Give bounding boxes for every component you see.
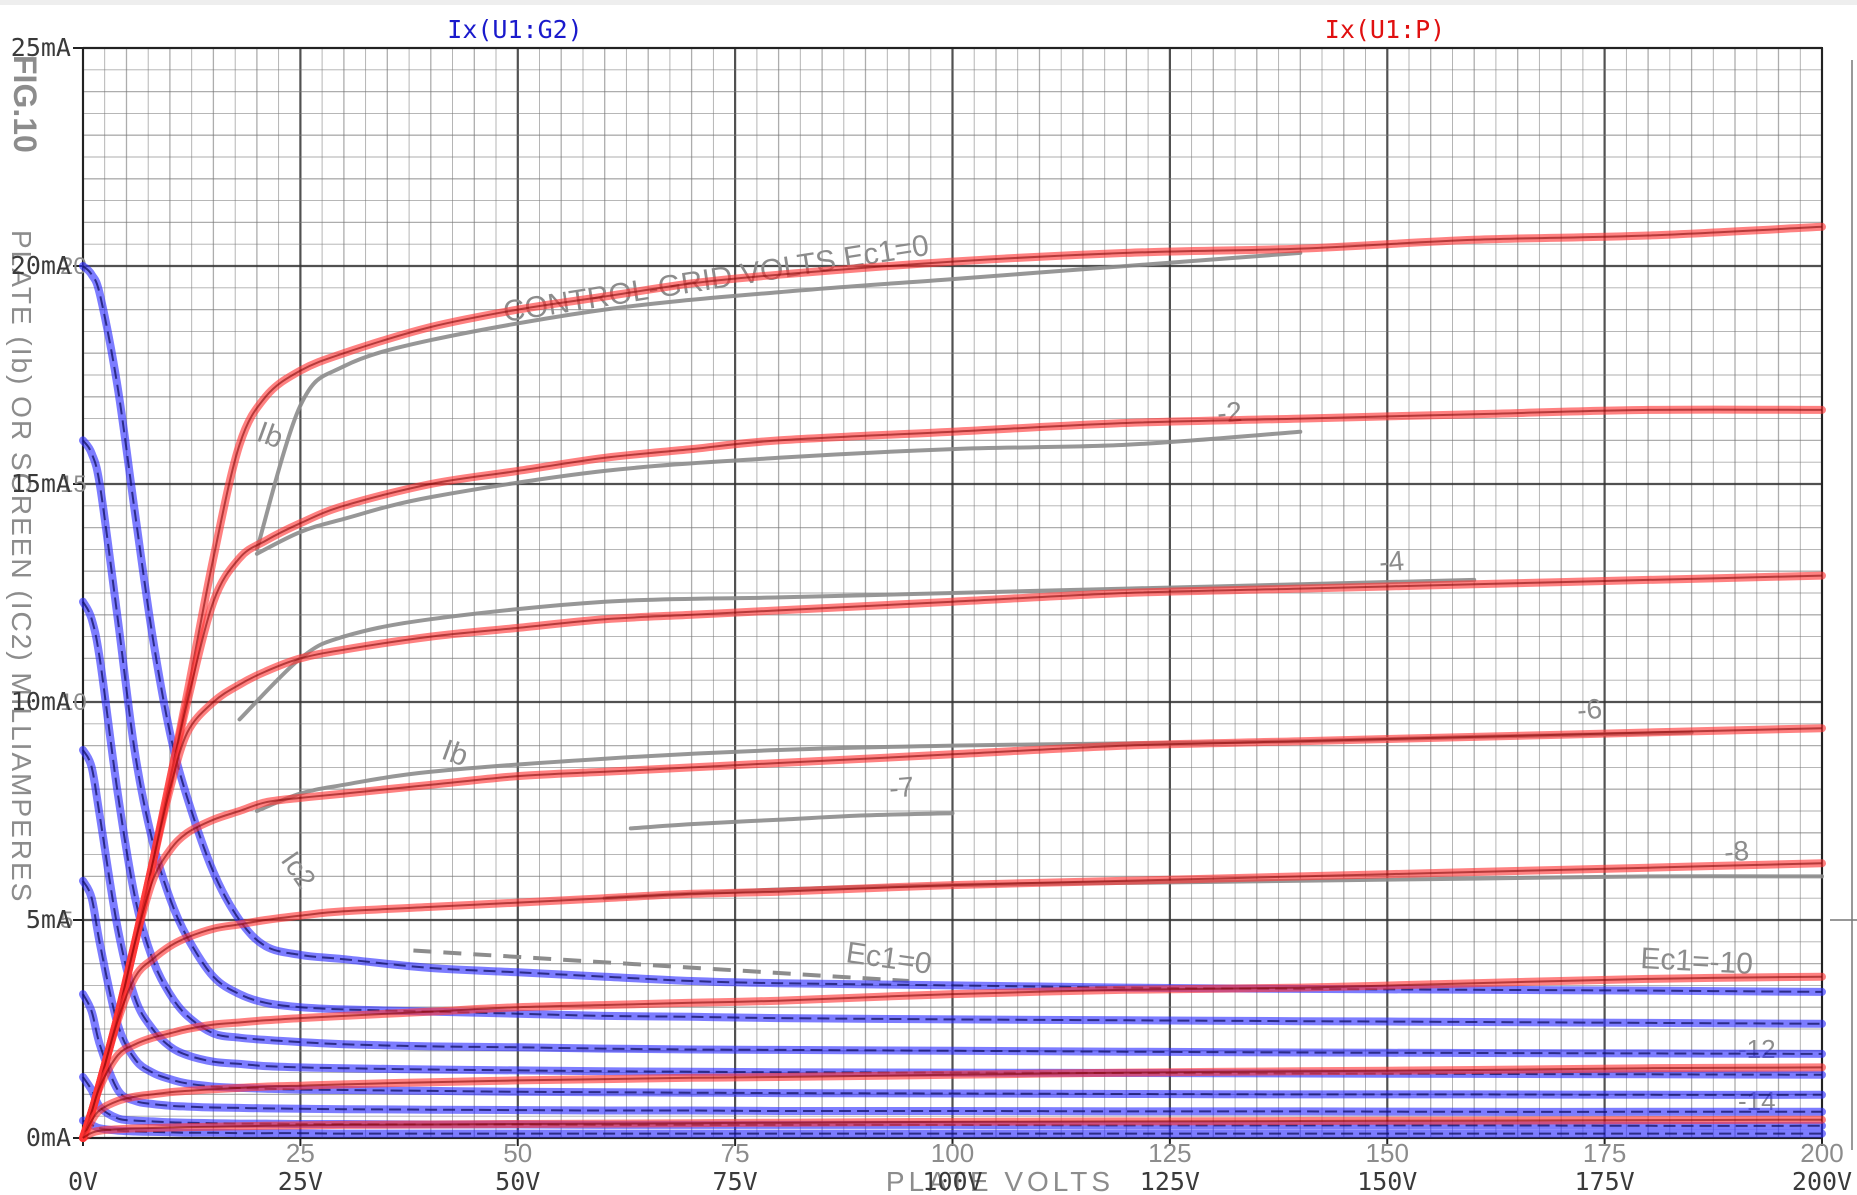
series-curves	[79, 222, 1826, 1142]
y-tick-label: 25mA	[11, 33, 71, 62]
plate-current-trace-12	[82, 862, 1823, 1139]
datasheet-x-tick: 175	[1583, 1138, 1626, 1168]
datasheet-curve	[254, 250, 1303, 552]
datasheet-x-tick: 150	[1366, 1138, 1409, 1168]
datasheet-y-tick: 10	[60, 689, 87, 716]
screen-current-trace-5	[82, 993, 1822, 1113]
datasheet-y-tick: 15	[60, 471, 87, 498]
datasheet-figure-number: FIG.10	[7, 55, 43, 153]
datasheet-curve	[237, 577, 1477, 722]
y-tick-label: 20mA	[11, 251, 71, 280]
datasheet-annotation-minus7: -7	[888, 771, 916, 804]
plate-current-trace-14	[82, 1066, 1823, 1139]
y-tick-label: 5mA	[26, 905, 71, 934]
tick-labels: 0V 25V 50V 75V 100V 125V 150V 175V 200V 0mA 5mA 10m…	[11, 33, 1852, 1195]
x-tick-label: 25V	[278, 1167, 323, 1195]
screen-current-trace-2	[82, 601, 1823, 1055]
x-tick-label: 100V	[922, 1167, 982, 1195]
datasheet-annotation-minus4: -4	[1378, 545, 1406, 578]
x-tick-label: 150V	[1357, 1167, 1417, 1195]
x-tick-label: 175V	[1575, 1167, 1635, 1195]
datasheet-x-tick: 200	[1800, 1138, 1843, 1168]
screen-current-trace-3	[82, 749, 1823, 1076]
datasheet-y-axis-label: PLATE (Ib) OR SCREEN (IC2) MILLIAMPERES	[6, 230, 37, 903]
screen-current-trace-6	[82, 1076, 1823, 1127]
x-tick-label: 0V	[68, 1167, 98, 1195]
datasheet-x-tick: 100	[931, 1138, 974, 1168]
x-tick-label: 50V	[495, 1167, 540, 1195]
datasheet-curve	[254, 429, 1303, 556]
legend-screen-current: Ix(U1:G2)	[447, 15, 582, 44]
plate-current-trace-11	[82, 727, 1823, 1139]
plot-frame	[73, 47, 1857, 1150]
datasheet-x-tick: 75	[721, 1138, 750, 1168]
screen-current-trace-4	[82, 880, 1823, 1096]
datasheet-x-tick: 25	[286, 1138, 315, 1168]
y-tick-label: 0mA	[26, 1123, 71, 1152]
y-tick-label: 15mA	[11, 469, 71, 498]
plate-current-trace-13	[82, 975, 1823, 1139]
datasheet-dashed-curve	[413, 948, 910, 984]
datasheet-y-tick: 5	[60, 907, 73, 934]
top-strip	[0, 0, 1857, 5]
datasheet-x-axis-label: PLATE VOLTS	[886, 1166, 1114, 1195]
y-tick-label: 10mA	[11, 687, 71, 716]
x-tick-label: 125V	[1140, 1167, 1200, 1195]
x-tick-label: 200V	[1792, 1167, 1852, 1195]
datasheet-curve	[628, 811, 955, 831]
datasheet-x-tick: 125	[1148, 1138, 1191, 1168]
datasheet-annotation-minus6: -6	[1576, 693, 1604, 726]
x-tick-label: 75V	[713, 1167, 758, 1195]
plate-current-trace-15	[82, 1118, 1823, 1139]
datasheet-x-tick: 50	[503, 1138, 532, 1168]
datasheet-annotation-minus12: -12	[1738, 1034, 1776, 1064]
legend-plate-current: Ix(U1:P)	[1325, 15, 1445, 44]
